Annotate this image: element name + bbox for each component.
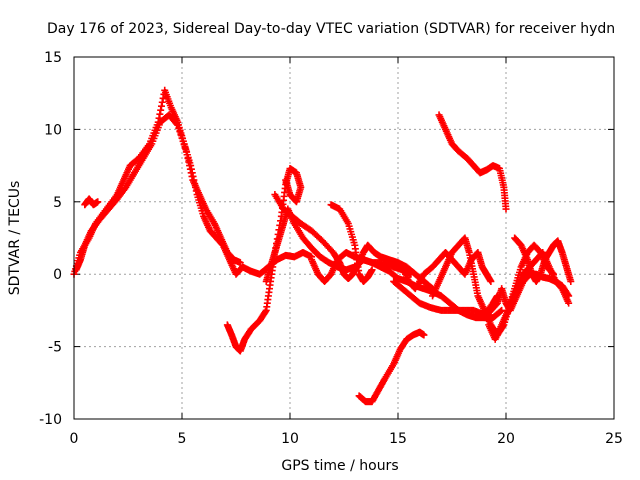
- y-tick-label: -5: [48, 340, 62, 356]
- series-arc-6: [271, 191, 437, 293]
- data-points: [70, 86, 575, 406]
- data-point: [186, 165, 194, 173]
- data-point: [180, 141, 188, 149]
- data-point: [184, 154, 192, 162]
- data-point: [94, 198, 102, 206]
- data-point: [157, 102, 165, 110]
- data-point: [236, 259, 244, 267]
- data-point: [565, 292, 573, 300]
- data-point: [498, 306, 506, 314]
- series-arc-13: [435, 111, 510, 213]
- data-point: [185, 158, 193, 166]
- data-point: [368, 266, 376, 274]
- series-arc-15: [511, 234, 575, 285]
- data-point: [282, 176, 290, 184]
- data-point: [181, 144, 189, 152]
- data-point: [156, 110, 164, 118]
- data-point: [502, 205, 510, 213]
- x-tick-label: 5: [178, 431, 187, 447]
- y-tick-labels: -10 -5 0 5 10 15: [39, 50, 62, 428]
- data-point: [179, 137, 187, 145]
- data-point: [550, 270, 558, 278]
- data-point: [188, 172, 196, 180]
- data-point: [420, 331, 428, 339]
- x-tick-label: 15: [389, 431, 407, 447]
- data-point: [157, 106, 165, 114]
- data-point: [187, 169, 195, 177]
- y-tick-label: 15: [44, 50, 62, 66]
- y-tick-label: 5: [53, 195, 62, 211]
- data-point: [497, 307, 505, 315]
- series-arc-2: [72, 111, 244, 274]
- data-point: [549, 269, 557, 277]
- chart-title: Day 176 of 2023, Sidereal Day-to-day VTE…: [47, 21, 615, 37]
- data-point: [186, 162, 194, 170]
- grid: [73, 56, 615, 420]
- data-point: [427, 284, 435, 292]
- data-point: [158, 98, 166, 106]
- series-arc-16: [485, 241, 558, 343]
- data-point: [565, 299, 573, 307]
- data-point: [173, 120, 181, 128]
- data-point: [487, 277, 495, 285]
- series-arc-8: [327, 201, 376, 285]
- data-point: [182, 147, 190, 155]
- data-point: [176, 128, 184, 136]
- x-tick-label: 20: [497, 431, 515, 447]
- data-point: [567, 277, 575, 285]
- data-point: [175, 124, 183, 132]
- plot-frame: [73, 56, 615, 420]
- x-axis-label: GPS time / hours: [281, 458, 398, 474]
- x-tick-label: 10: [281, 431, 299, 447]
- x-tick-labels: 0 5 10 15 20 25: [70, 431, 623, 447]
- data-point: [178, 134, 186, 142]
- data-point: [261, 308, 269, 316]
- x-tick-label: 25: [605, 431, 623, 447]
- y-tick-label: 10: [44, 122, 62, 138]
- data-point: [174, 121, 182, 129]
- y-tick-label: 0: [53, 267, 62, 283]
- data-point: [564, 291, 572, 299]
- y-axis-label: SDTVAR / TECUs: [7, 181, 23, 296]
- x-tick-label: 0: [70, 431, 79, 447]
- y-tick-label: -10: [39, 412, 62, 428]
- data-point: [183, 151, 191, 159]
- series-arc-3: [81, 195, 102, 209]
- data-point: [177, 131, 185, 139]
- series-arc-9: [355, 328, 428, 406]
